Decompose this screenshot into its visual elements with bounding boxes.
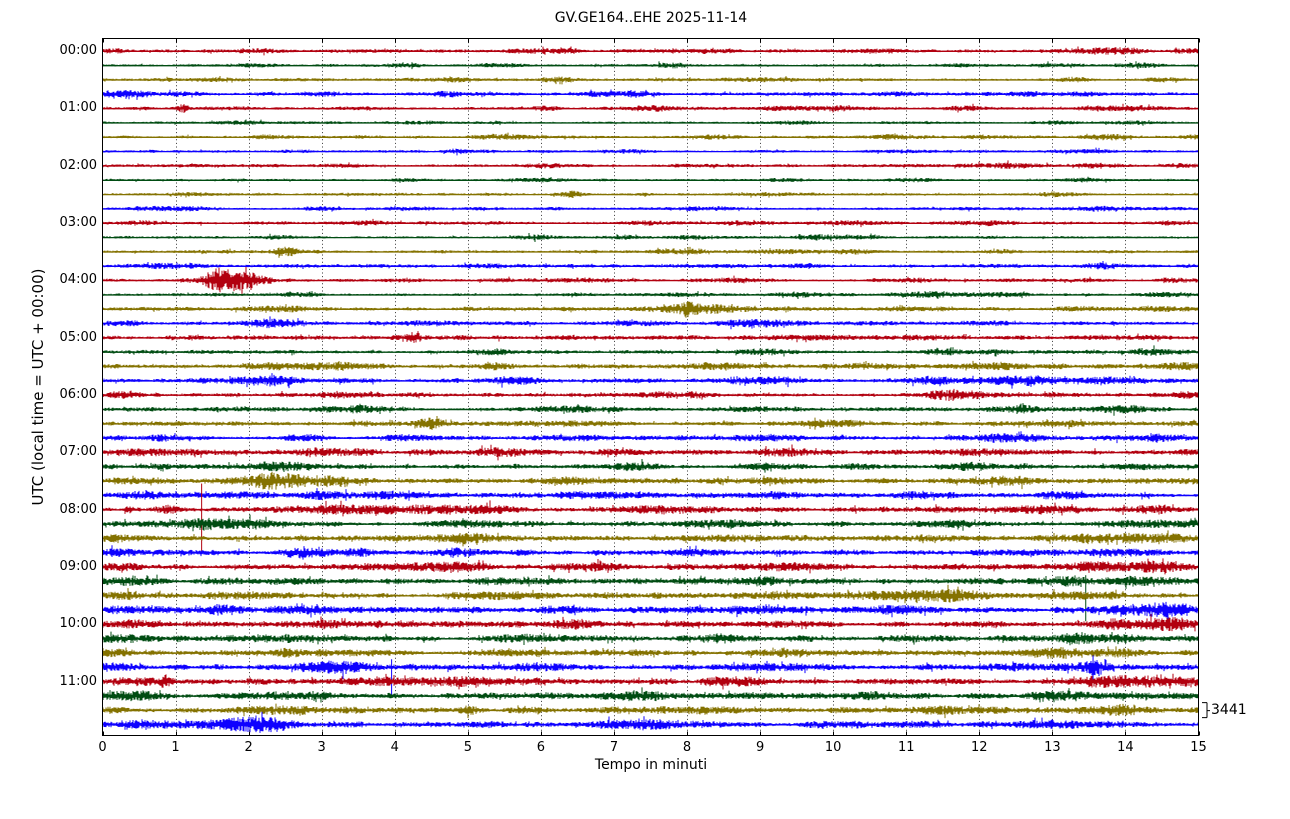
hour-label: 05:00 [59,329,97,345]
x-tick-label: 7 [609,740,619,755]
x-tick-label: 0 [98,740,107,755]
x-tick-label: 10 [824,740,842,755]
hour-label: 10:00 [59,616,97,632]
x-tick-label: 11 [897,740,915,755]
x-tick-label: 2 [244,740,253,755]
x-tick-label: 4 [390,740,399,755]
hour-label: 07:00 [59,444,97,460]
hour-label: 08:00 [59,501,97,517]
hour-label: 09:00 [59,558,97,574]
x-tick-label: 1 [171,740,180,755]
x-tick-label: 3 [317,740,326,755]
hour-label: 04:00 [59,272,97,288]
x-axis-label: Tempo in minuti [594,757,708,773]
x-tick-label: 5 [463,740,472,755]
hour-label: 03:00 [59,214,97,230]
hour-label: 02:00 [59,157,97,173]
hour-label: 06:00 [59,386,97,402]
x-tick-label: 13 [1044,740,1061,755]
hour-label: 01:00 [59,100,97,116]
x-tick-label: 14 [1117,740,1134,755]
x-tick-label: 15 [1190,740,1207,755]
x-tick-label: 6 [536,740,546,755]
scale-label: 3441 [1211,702,1247,719]
x-tick-label: 9 [755,740,765,755]
hour-label: 11:00 [59,673,97,689]
chart-title: GV.GE164..EHE 2025-11-14 [554,10,748,26]
hour-label: 00:00 [59,43,97,58]
x-tick-label: 8 [682,740,692,755]
x-tick-label: 12 [971,740,988,755]
